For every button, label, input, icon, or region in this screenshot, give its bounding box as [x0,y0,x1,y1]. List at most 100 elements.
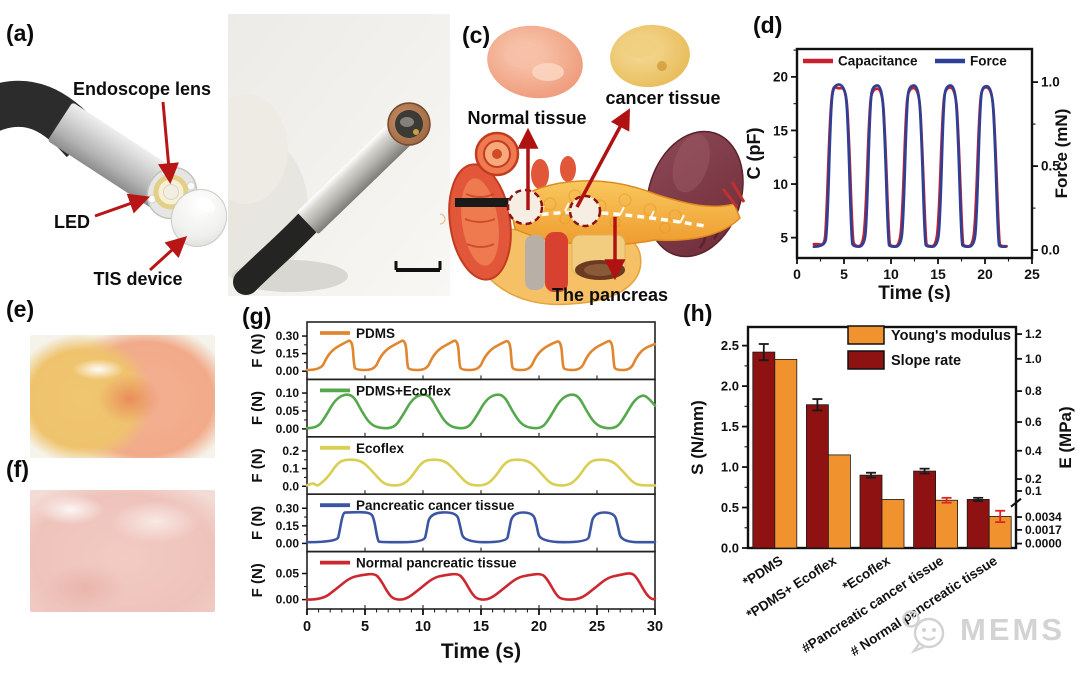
normal-site-circle [506,188,544,226]
vessel-red [545,232,568,292]
panel-label-d: (d) [753,12,783,38]
svg-text:Young's modulus: Young's modulus [891,328,1011,344]
capacitance-force-chart: 0 5 10 15 20 25 5 10 15 20 0.0 0.5 1.0 C (pF) Force (m… [746,47,1071,302]
svg-text:0.05: 0.05 [276,567,300,581]
tis-device-label: TIS device [93,269,182,289]
svg-text:0.05: 0.05 [276,404,300,418]
svg-text:0.30: 0.30 [276,329,300,343]
svg-text:Force: Force [970,54,1007,69]
svg-text:Time (s): Time (s) [441,640,521,663]
svg-text:20: 20 [531,619,547,635]
svg-text:0.30: 0.30 [276,501,300,515]
svg-text:0.6: 0.6 [1025,415,1042,429]
cancer-tissue-arrow [575,108,630,208]
svg-text:2.5: 2.5 [721,338,739,353]
svg-text:20: 20 [773,70,788,85]
svg-text:Slope rate: Slope rate [891,353,961,369]
svg-text:C (pF): C (pF) [746,128,764,180]
svg-text:0.00: 0.00 [276,536,300,550]
led-label: LED [54,212,90,232]
svg-text:0: 0 [303,619,311,635]
wechat-mems-logo-icon [902,610,945,654]
panel-label-f: (f) [6,456,29,482]
panel-label-e: (e) [6,296,35,322]
svg-text:Force (mN): Force (mN) [1052,109,1071,199]
duodenum-swirl [492,149,502,159]
svg-text:PDMS: PDMS [356,326,395,341]
svg-text:*PDMS+ Ecoflex: *PDMS+ Ecoflex [744,553,840,622]
svg-text:0.0: 0.0 [721,541,739,556]
svg-text:PDMS+Ecoflex: PDMS+Ecoflex [356,383,451,398]
panel-a-endoscope-diagram: Endoscope lens LED TIS device [0,79,228,289]
svg-text:0.0: 0.0 [282,479,299,493]
tip-led-dot [413,129,419,135]
probe [455,198,511,207]
svg-text:Pancreatic cancer tissue: Pancreatic cancer tissue [356,498,515,513]
scale-bar [394,261,442,272]
svg-text:Ecoflex: Ecoflex [356,441,405,456]
svg-text:0.0: 0.0 [1041,243,1060,258]
svg-text:0.15: 0.15 [276,519,300,533]
svg-text:Time (s): Time (s) [878,283,951,302]
svg-text:1.0: 1.0 [1025,352,1042,366]
svg-text:0.00: 0.00 [276,364,300,378]
svg-text:25: 25 [1024,266,1040,282]
cancer-site-circle [568,194,602,228]
svg-text:10: 10 [883,266,899,282]
svg-text:1.0: 1.0 [721,460,739,475]
normal-tissue-closeup-photo [30,490,215,612]
duodenum-cut-opening-inner [584,264,616,276]
svg-text:0.1: 0.1 [1025,484,1042,498]
cancer-tissue-closeup-photo [30,335,215,458]
svg-text:0.2: 0.2 [282,444,299,458]
svg-text:10: 10 [773,177,788,192]
panel-label-a: (a) [6,20,35,46]
svg-text:5: 5 [780,230,788,245]
svg-text:30: 30 [647,619,663,635]
pancreatic-duct [517,210,706,228]
tip-lens-glint [400,117,414,127]
svg-text:15: 15 [473,619,489,635]
svg-text:5: 5 [361,619,369,635]
svg-text:0.1: 0.1 [282,462,299,476]
svg-text:5: 5 [840,266,848,282]
svg-text:0.0034: 0.0034 [1025,510,1062,524]
svg-text:0.10: 0.10 [276,386,300,400]
svg-text:F (N): F (N) [249,448,266,482]
panel-label-c: (c) [462,22,491,48]
svg-text:0.15: 0.15 [276,347,300,361]
svg-text:0.8: 0.8 [1025,384,1042,398]
tis-arrow [148,236,188,272]
svg-text:10: 10 [415,619,431,635]
svg-text:25: 25 [589,619,605,635]
svg-text:F (N): F (N) [249,334,266,368]
svg-text:0.2: 0.2 [1025,472,1042,486]
svg-text:1.5: 1.5 [721,419,739,434]
svg-text:0.5: 0.5 [1041,159,1060,174]
splenic-vessels [721,181,746,208]
svg-text:0.5: 0.5 [721,500,739,515]
svg-text:15: 15 [773,123,789,138]
svg-text:2.0: 2.0 [721,379,739,394]
svg-text:F (N): F (N) [249,391,266,425]
led-arrow [94,193,150,218]
watermark: MEMS [898,606,1065,654]
panel-label-g: (g) [242,303,272,329]
watermark-text: MEMS [960,612,1065,647]
cancer-tissue-label: cancer tissue [605,88,720,108]
normal-tissue-label: Normal tissue [467,108,586,128]
svg-text:15: 15 [930,266,946,282]
lens-arrow [158,101,179,185]
panel-label-h: (h) [683,300,713,326]
svg-text:S (N/mm): S (N/mm) [690,400,707,475]
svg-text:E (MPa): E (MPa) [1056,406,1075,468]
endoscope-metal-tube [297,116,417,234]
the-pancreas-label: The pancreas [552,285,668,305]
svg-text:1.0: 1.0 [1041,75,1060,90]
endoscope-shaft [233,205,325,295]
svg-text:*PDMS: *PDMS [740,553,785,590]
svg-text:0.00: 0.00 [276,593,300,607]
modulus-slope-bar-chart: *PDMS*PDMS+ Ecoflex *Ecoflex#Pancreatic c… [690,325,1075,659]
